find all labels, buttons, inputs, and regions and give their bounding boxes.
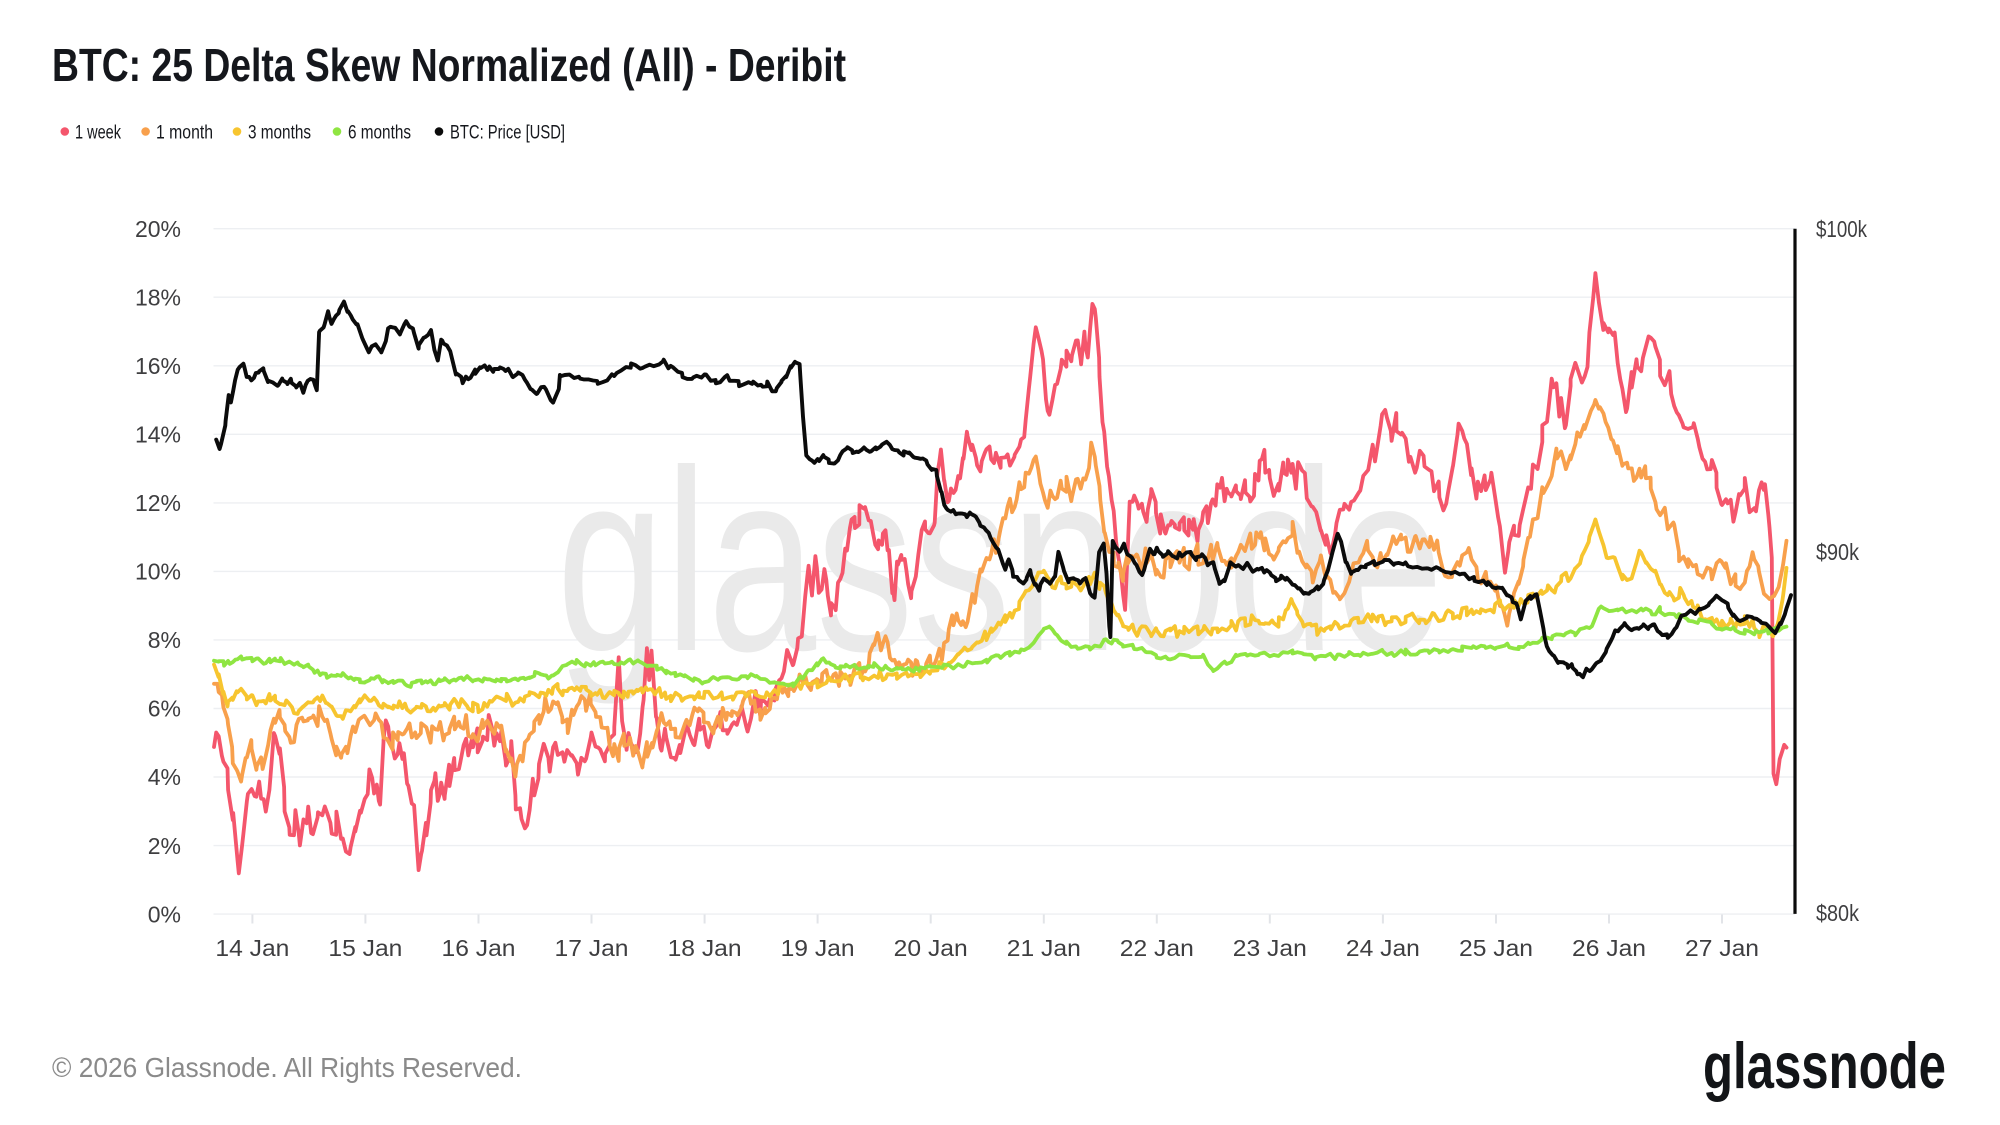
svg-text:18%: 18%: [135, 284, 181, 310]
svg-text:16%: 16%: [135, 353, 181, 379]
svg-text:0%: 0%: [148, 901, 181, 927]
svg-text:$100k: $100k: [1816, 216, 1867, 242]
svg-text:6 months: 6 months: [348, 123, 411, 144]
svg-text:14 Jan: 14 Jan: [215, 935, 289, 961]
svg-text:8%: 8%: [148, 627, 181, 653]
svg-text:21 Jan: 21 Jan: [1007, 935, 1081, 961]
svg-text:2%: 2%: [148, 833, 181, 859]
svg-text:$80k: $80k: [1816, 900, 1859, 926]
svg-text:1 month: 1 month: [156, 123, 213, 144]
svg-text:20%: 20%: [135, 216, 181, 242]
svg-text:1 week: 1 week: [75, 123, 121, 144]
svg-text:22 Jan: 22 Jan: [1120, 935, 1194, 961]
svg-text:4%: 4%: [148, 764, 181, 790]
svg-text:23 Jan: 23 Jan: [1233, 935, 1307, 961]
svg-text:BTC: 25 Delta Skew Normalized: BTC: 25 Delta Skew Normalized (All) - De…: [52, 39, 846, 91]
svg-text:24 Jan: 24 Jan: [1346, 935, 1420, 961]
svg-text:16 Jan: 16 Jan: [442, 935, 516, 961]
svg-text:15 Jan: 15 Jan: [328, 935, 402, 961]
svg-text:10%: 10%: [135, 559, 181, 585]
svg-text:glassnode: glassnode: [1703, 1029, 1946, 1102]
svg-text:26 Jan: 26 Jan: [1572, 935, 1646, 961]
svg-text:19 Jan: 19 Jan: [781, 935, 855, 961]
svg-text:© 2026 Glassnode. All Rights R: © 2026 Glassnode. All Rights Reserved.: [52, 1052, 522, 1083]
svg-text:17 Jan: 17 Jan: [555, 935, 629, 961]
svg-text:27 Jan: 27 Jan: [1685, 935, 1759, 961]
svg-text:25 Jan: 25 Jan: [1459, 935, 1533, 961]
svg-text:BTC: Price [USD]: BTC: Price [USD]: [450, 123, 565, 144]
svg-text:20 Jan: 20 Jan: [894, 935, 968, 961]
svg-text:18 Jan: 18 Jan: [668, 935, 742, 961]
svg-text:6%: 6%: [148, 696, 181, 722]
svg-text:3 months: 3 months: [248, 123, 311, 144]
svg-text:$90k: $90k: [1816, 539, 1859, 565]
svg-text:12%: 12%: [135, 490, 181, 516]
svg-text:14%: 14%: [135, 422, 181, 448]
